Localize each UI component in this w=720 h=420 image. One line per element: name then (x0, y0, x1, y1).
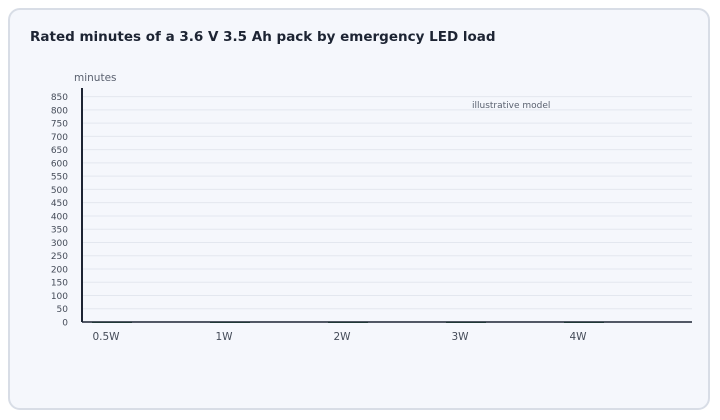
y-tick-label: 200 (51, 265, 68, 275)
bar-chart: 0 50 100 150 200 250 300 350 400 450 500 550 600 650 7… (51, 72, 692, 343)
y-axis-label: minutes (74, 72, 117, 84)
y-tick-label: 800 (51, 106, 68, 116)
y-tick-label: 300 (51, 239, 68, 249)
y-tick-label: 150 (51, 279, 68, 289)
y-tick-label: 100 (51, 292, 68, 302)
x-tick-label: 0.5W (92, 331, 120, 343)
chart-card: Rated minutes of a 3.6 V 3.5 Ah pack by … (8, 8, 710, 410)
y-tick-label: 600 (51, 159, 68, 169)
y-tick-label: 550 (51, 173, 68, 183)
y-tick-label: 50 (57, 305, 69, 315)
y-tick-label: 0 (62, 319, 68, 329)
y-tick-label: 650 (51, 146, 68, 156)
y-tick-label: 400 (51, 212, 68, 222)
y-tick-label: 250 (51, 252, 68, 262)
x-tick-label: 1W (215, 331, 233, 343)
x-tick-label: 3W (451, 331, 469, 343)
y-tick-label: 700 (51, 133, 68, 143)
y-tick-label: 450 (51, 199, 68, 209)
x-tick-label: 2W (333, 331, 351, 343)
y-tick-label: 350 (51, 226, 68, 236)
y-tick-label: 850 (51, 93, 68, 103)
y-tick-label: 750 (51, 120, 68, 130)
chart-annotation: illustrative model (472, 101, 550, 111)
chart-title: Rated minutes of a 3.6 V 3.5 Ah pack by … (30, 29, 496, 45)
y-tick-label: 500 (51, 186, 68, 196)
x-tick-label: 4W (569, 331, 587, 343)
